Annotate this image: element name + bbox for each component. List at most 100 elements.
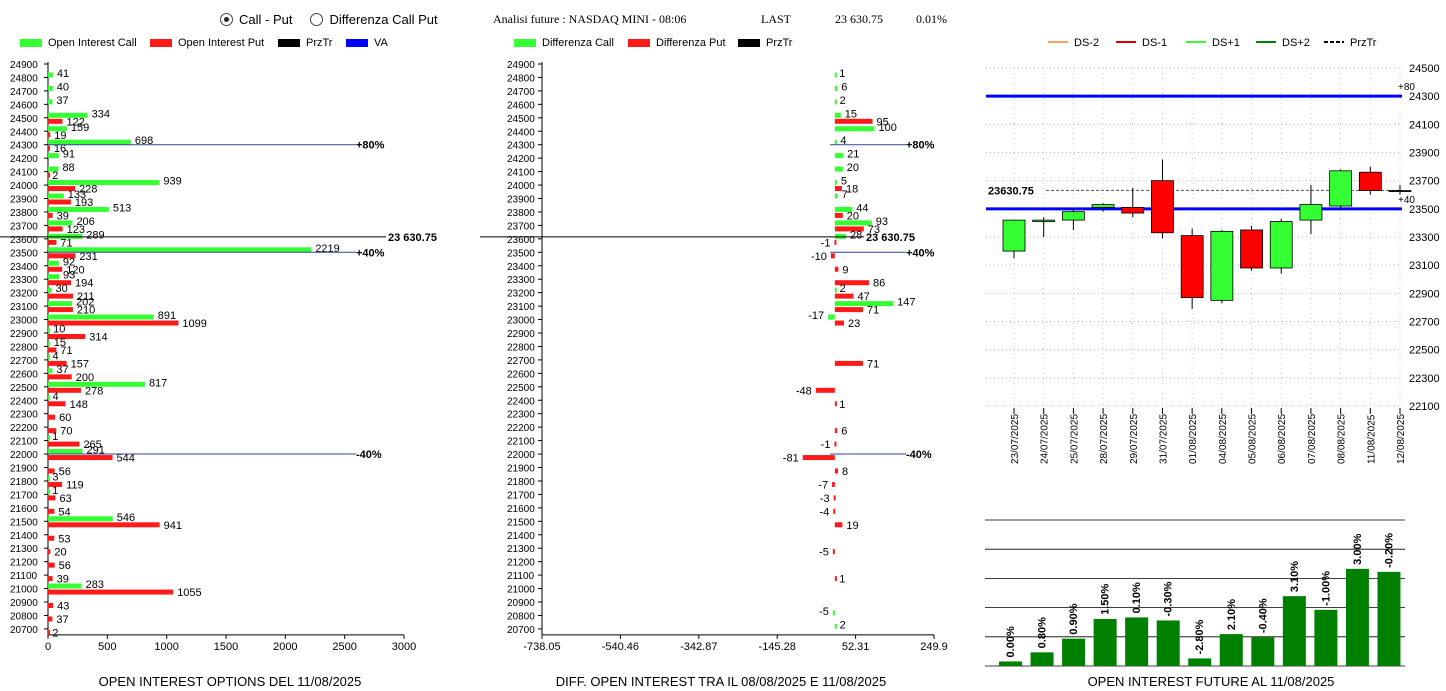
put-bar (834, 293, 854, 299)
strike-label: 21300 (507, 544, 535, 555)
call-bar (48, 126, 67, 132)
future-bar (1219, 634, 1243, 666)
strike-label: 23600 (10, 235, 38, 246)
oi-diff-chart: Differenza Call Differenza Put PrzTr 24900 2… (480, 37, 948, 689)
put-bar-label: 231 (79, 251, 97, 263)
put-bar-label: -1 (821, 237, 831, 249)
call-bar-label: 40 (57, 81, 69, 93)
va-level-label: -40% (906, 449, 932, 461)
put-bar-label: 314 (89, 332, 107, 344)
call-bar-label: 1 (839, 68, 845, 80)
put-bar (48, 562, 55, 568)
legend-swatch-1 (150, 39, 172, 47)
radio-differenza[interactable]: Differenza Call Put (310, 12, 438, 27)
strike-label: 24900 (507, 60, 535, 71)
future-bar (1093, 618, 1117, 666)
call-bar (834, 72, 837, 78)
call-bar (48, 99, 53, 105)
x-tick-label: -540.46 (602, 641, 639, 653)
call-bar-label: 202 (76, 297, 94, 309)
strike-label: 24000 (10, 181, 38, 192)
strike-label: 23200 (507, 289, 535, 300)
put-bar (834, 186, 842, 192)
call-bar-label: 891 (158, 310, 176, 322)
call-bar-label: 6 (841, 81, 847, 93)
strike-label: 22200 (10, 423, 38, 434)
strike-label: 23400 (10, 262, 38, 273)
put-bar-label: 228 (79, 184, 97, 196)
strike-label: 24200 (507, 154, 535, 165)
future-bar (999, 661, 1022, 666)
legend-label-2: PrzTr (766, 37, 793, 49)
call-bar-label: 28 (850, 229, 862, 241)
oi-future-chart: 0.00% 0.80% 0.90% 1.50% 0.10% -0.30% -2.80% 2.1… (985, 519, 1405, 689)
y-tick-label: 22700 (1409, 317, 1440, 329)
put-bar-label: 70 (60, 426, 72, 438)
strike-label: 24300 (507, 141, 535, 152)
put-bar-label: 16 (54, 143, 66, 155)
future-bar (1345, 568, 1369, 666)
call-bar-label: 546 (117, 512, 135, 524)
strike-label: 23300 (10, 275, 38, 286)
va-level-label: -40% (356, 449, 382, 461)
future-bar-label: 3.00% (1352, 533, 1364, 564)
candle-body (1002, 219, 1026, 252)
call-bar (48, 287, 52, 293)
put-bar (48, 186, 76, 192)
put-bar-label: 265 (83, 439, 101, 451)
y-tick-label: 24500 (1409, 63, 1440, 75)
put-bar (48, 508, 55, 514)
put-bar-label: 278 (85, 385, 103, 397)
call-bar (48, 220, 73, 226)
last-change: 0.01% (916, 12, 947, 26)
strike-label: 21700 (507, 490, 535, 501)
put-bar-label: 2 (52, 627, 58, 639)
put-bar (48, 374, 72, 380)
put-bar-label: 1055 (177, 587, 201, 599)
strike-label: 22100 (507, 437, 535, 448)
put-bar (834, 320, 844, 326)
call-bar (834, 180, 837, 186)
radio-call-put[interactable]: Call - Put (220, 12, 292, 27)
strike-label: 24500 (507, 114, 535, 125)
call-bar (834, 99, 837, 105)
future-bar (1251, 637, 1275, 666)
prztr-label: 23 630.75 (388, 232, 437, 244)
x-tick-label: 500 (98, 641, 116, 653)
legend-label-4: PrzTr (1350, 37, 1377, 49)
strike-label: 21800 (507, 477, 535, 488)
date-label: 08/08/2025 (1337, 414, 1348, 464)
call-bar-label: 817 (149, 377, 167, 389)
strike-label: 21200 (507, 558, 535, 569)
call-bar-label: 2219 (315, 243, 339, 255)
future-bar (1156, 620, 1180, 666)
put-bar (830, 253, 835, 259)
legend-swatch-2 (278, 39, 300, 47)
call-bar-label: 93 (876, 216, 888, 228)
legend-label-3: DS+2 (1282, 37, 1310, 49)
strike-label: 23100 (507, 302, 535, 313)
put-bar-label: 71 (867, 358, 879, 370)
put-bar (48, 603, 54, 608)
radio-call-put-dot[interactable] (220, 13, 233, 26)
date-label: 12/08/2025 (1396, 414, 1407, 464)
call-bar-label: 91 (63, 149, 75, 161)
call-bar-label: 4 (840, 135, 846, 147)
radio-differenza-dot[interactable] (310, 13, 324, 26)
candlestick-chart: DS-2 DS-1 DS+1 DS+2 PrzTr 24500 24300 24100 2390… (986, 37, 1440, 464)
strike-label: 23500 (10, 248, 38, 259)
mode-selector: Call - Put Differenza Call Put (220, 12, 438, 27)
put-bar-label: 56 (59, 560, 71, 572)
call-bar (48, 368, 53, 374)
candle-body (1091, 204, 1115, 208)
strike-label: 23700 (507, 221, 535, 232)
put-bar-label: -48 (796, 385, 812, 397)
put-bar-label: 157 (71, 358, 89, 370)
strike-label: 23300 (507, 275, 535, 286)
put-bar (48, 253, 76, 259)
strike-label: 23500 (507, 248, 535, 259)
strike-label: 22700 (10, 356, 38, 367)
strike-label: 21100 (10, 571, 38, 582)
put-bar (832, 549, 835, 555)
y-tick-label: 24300 (1409, 91, 1440, 103)
